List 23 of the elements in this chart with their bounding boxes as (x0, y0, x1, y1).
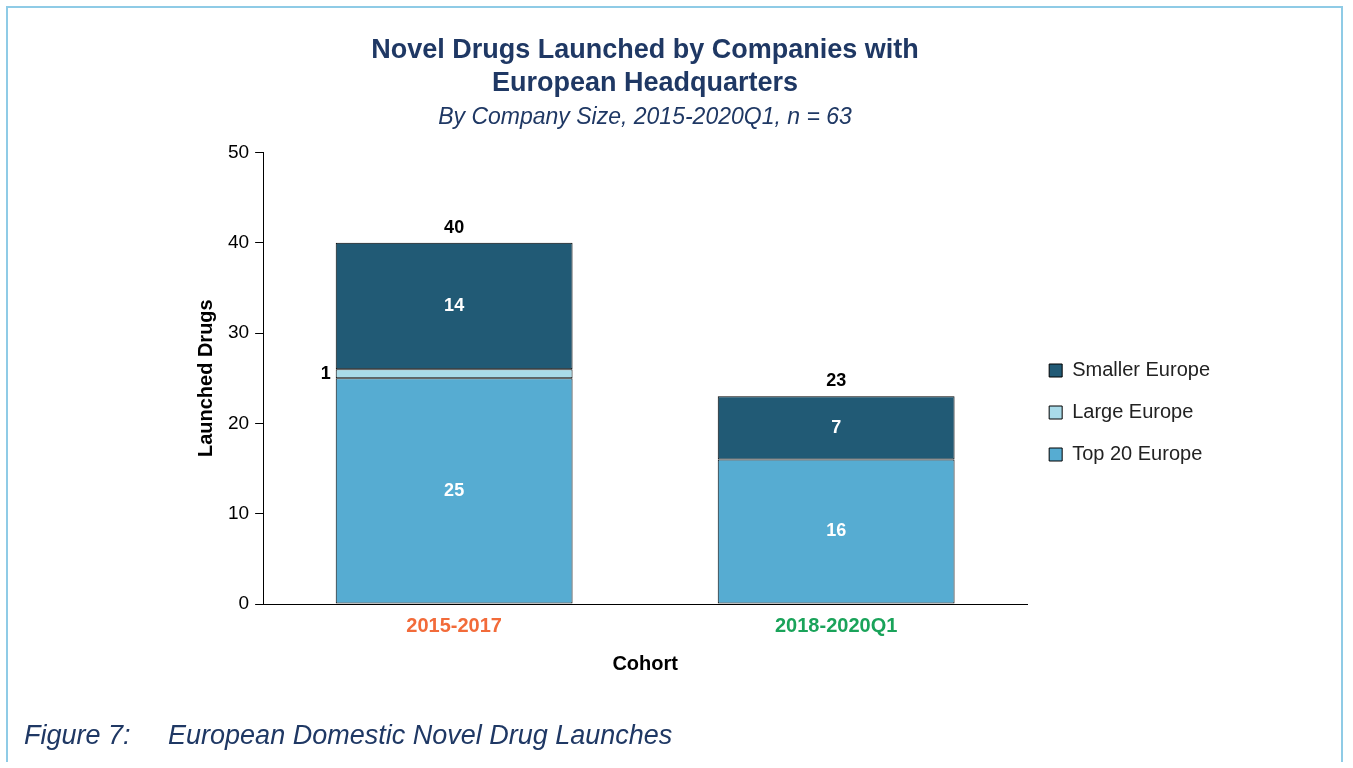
caption: Figure 7: European Domestic Novel Drug Launches (24, 720, 673, 751)
data-label: 1 (320, 362, 331, 383)
legend-label: Smaller Europe (1072, 358, 1210, 381)
x-tick-label: 2018-2020Q1 (774, 613, 898, 636)
x-axis-title: Cohort (612, 651, 679, 674)
y-tick-label: 0 (238, 592, 250, 614)
y-tick-label: 30 (227, 321, 250, 343)
total-label: 23 (826, 370, 847, 391)
data-label: 7 (831, 416, 842, 437)
chart-title: Novel Drugs Launched by Companies with European Headquarters (370, 33, 920, 99)
chart-subtitle: By Company Size, 2015-2020Q1, n = 63 (437, 103, 853, 130)
legend-label: Large Europe (1072, 400, 1194, 423)
legend-label: Top 20 Europe (1072, 442, 1203, 465)
y-tick-label: 40 (227, 230, 250, 252)
x-tick-label: 2015-2017 (406, 613, 502, 636)
y-tick-label: 20 (227, 411, 250, 433)
total-label: 40 (444, 216, 465, 237)
y-tick-label: 50 (227, 140, 250, 162)
data-label: 14 (444, 294, 465, 315)
data-label: 25 (444, 479, 465, 500)
y-tick-label: 10 (227, 501, 250, 523)
y-axis-title: Launched Drugs (193, 299, 216, 458)
data-label: 16 (826, 520, 847, 541)
